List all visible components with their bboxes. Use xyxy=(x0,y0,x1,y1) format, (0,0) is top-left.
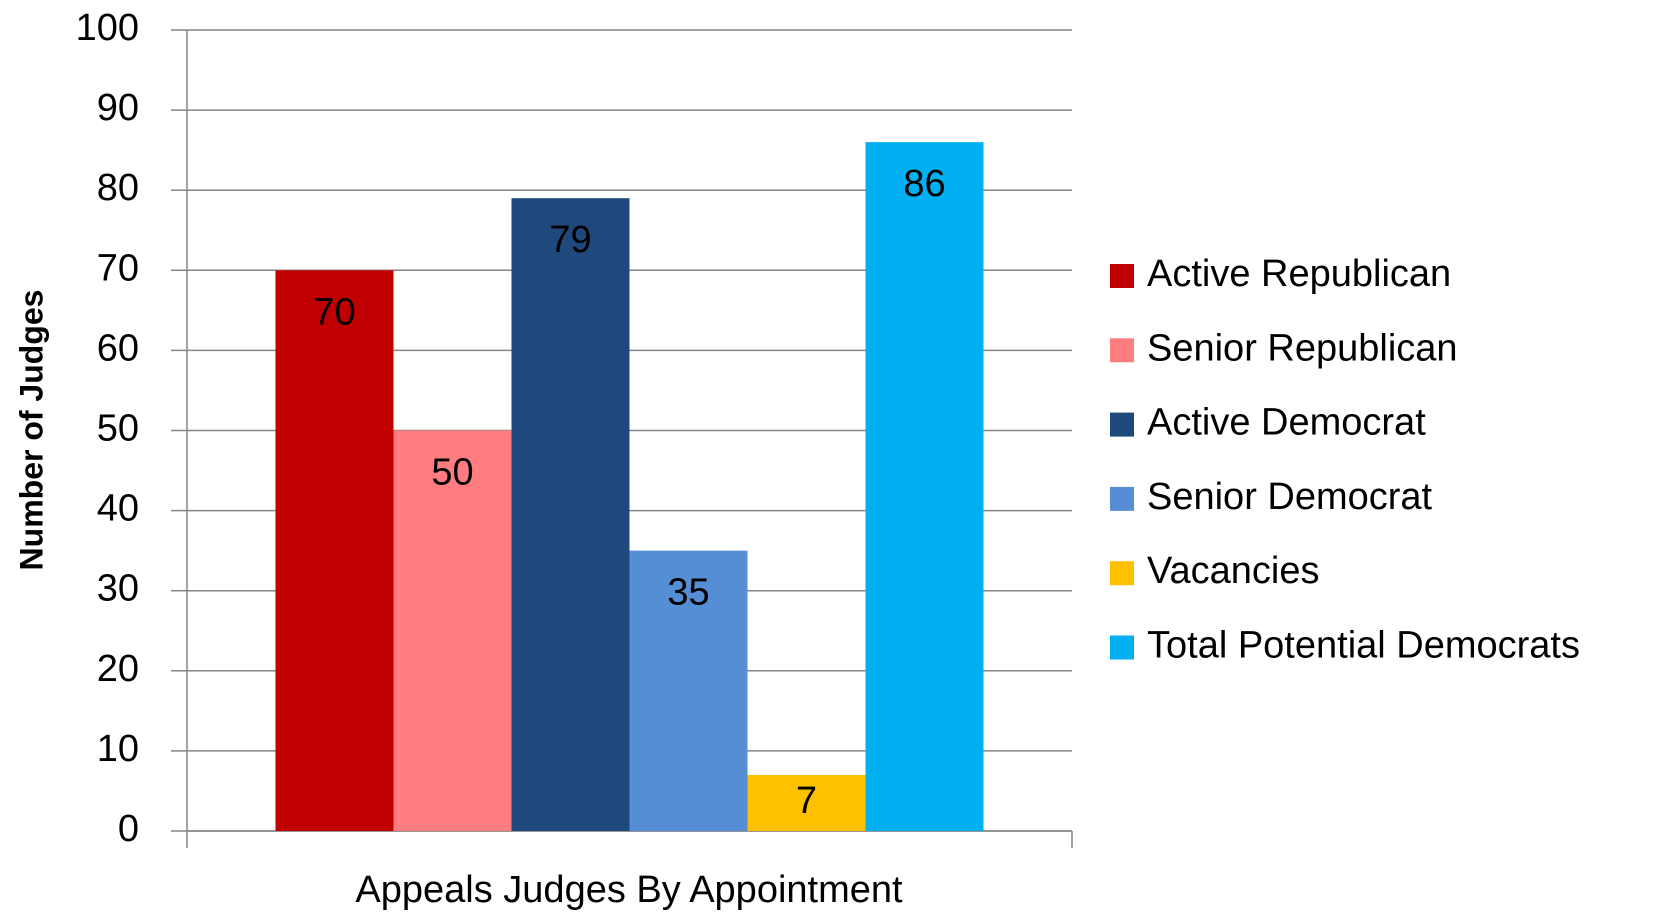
y-tick-label: 60 xyxy=(97,327,139,369)
y-tick-label: 100 xyxy=(76,7,139,49)
legend-swatch xyxy=(1110,338,1134,363)
x-axis-title: Appeals Judges By Appointment xyxy=(355,869,903,911)
bar xyxy=(511,198,630,831)
data-label: 35 xyxy=(667,572,709,614)
y-tick-label: 0 xyxy=(118,808,139,850)
legend-swatch xyxy=(1110,561,1134,586)
legend-swatch xyxy=(1110,412,1134,437)
bar xyxy=(393,430,512,831)
legend-label: Senior Republican xyxy=(1147,327,1458,369)
y-tick-label: 40 xyxy=(97,488,139,530)
legend-swatch xyxy=(1110,264,1134,288)
bar xyxy=(747,774,866,831)
legend-swatch xyxy=(1110,486,1134,511)
y-tick-label: 30 xyxy=(97,568,139,610)
legend-label: Vacancies xyxy=(1147,550,1320,592)
y-tick-label: 10 xyxy=(97,728,139,770)
legend-label: Total Potential Democrats xyxy=(1147,625,1580,667)
data-label: 70 xyxy=(313,291,355,333)
legend-swatch xyxy=(1110,635,1134,660)
bar xyxy=(629,550,748,831)
y-tick-label: 50 xyxy=(97,408,139,450)
data-label: 50 xyxy=(431,452,473,494)
bar xyxy=(865,142,984,831)
legend-label: Senior Democrat xyxy=(1147,476,1433,518)
y-tick-label: 70 xyxy=(97,247,139,289)
bar xyxy=(275,270,394,831)
data-label: 79 xyxy=(549,219,591,261)
legend-label: Active Democrat xyxy=(1147,402,1426,444)
data-label: 7 xyxy=(796,780,817,822)
y-tick-label: 80 xyxy=(97,167,139,209)
data-label: 86 xyxy=(903,163,945,205)
legend-label: Active Republican xyxy=(1147,253,1451,295)
y-tick-label: 90 xyxy=(97,87,139,129)
y-tick-label: 20 xyxy=(97,648,139,690)
y-axis-title: Number of Judges xyxy=(13,290,49,571)
